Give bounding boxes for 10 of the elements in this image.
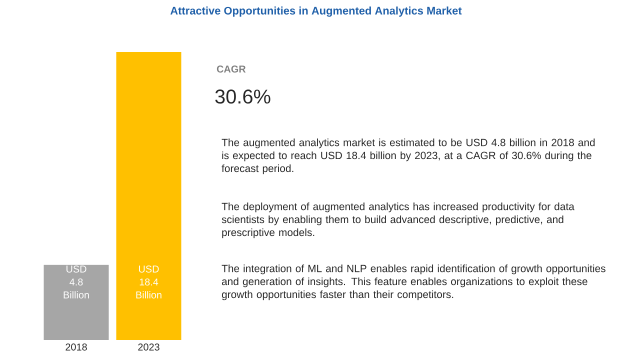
text: 30.6% <box>215 90 270 104</box>
text: CAGR <box>216 66 246 73</box>
text: The deployment of augmented analytics has increased productivity for data scientists by enabling them to build advanced descriptive, predictive, and prescriptive models. <box>222 202 574 238</box>
data-label: USD 18.4 Billion <box>136 266 162 298</box>
text: Attractive Opportunities in Augmented Analytics Market <box>170 6 462 17</box>
x-tick-label: 2023 <box>138 344 160 351</box>
x-tick-label: 2018 <box>66 344 87 351</box>
data-label: USD 4.8 Billion <box>64 266 89 298</box>
text: The integration of ML and NLP enables rapid identification of growth opportunities and generation of insights. This feature enables organizations to exploit these growth opportunities faster than their competitors. <box>222 264 606 300</box>
text: The augmented analytics market is estimated to be USD 4.8 billion in 2018 and is expected to reach USD 18.4 billion by 2023, at a CAGR of 30.6% during the forecast period. <box>222 138 595 174</box>
